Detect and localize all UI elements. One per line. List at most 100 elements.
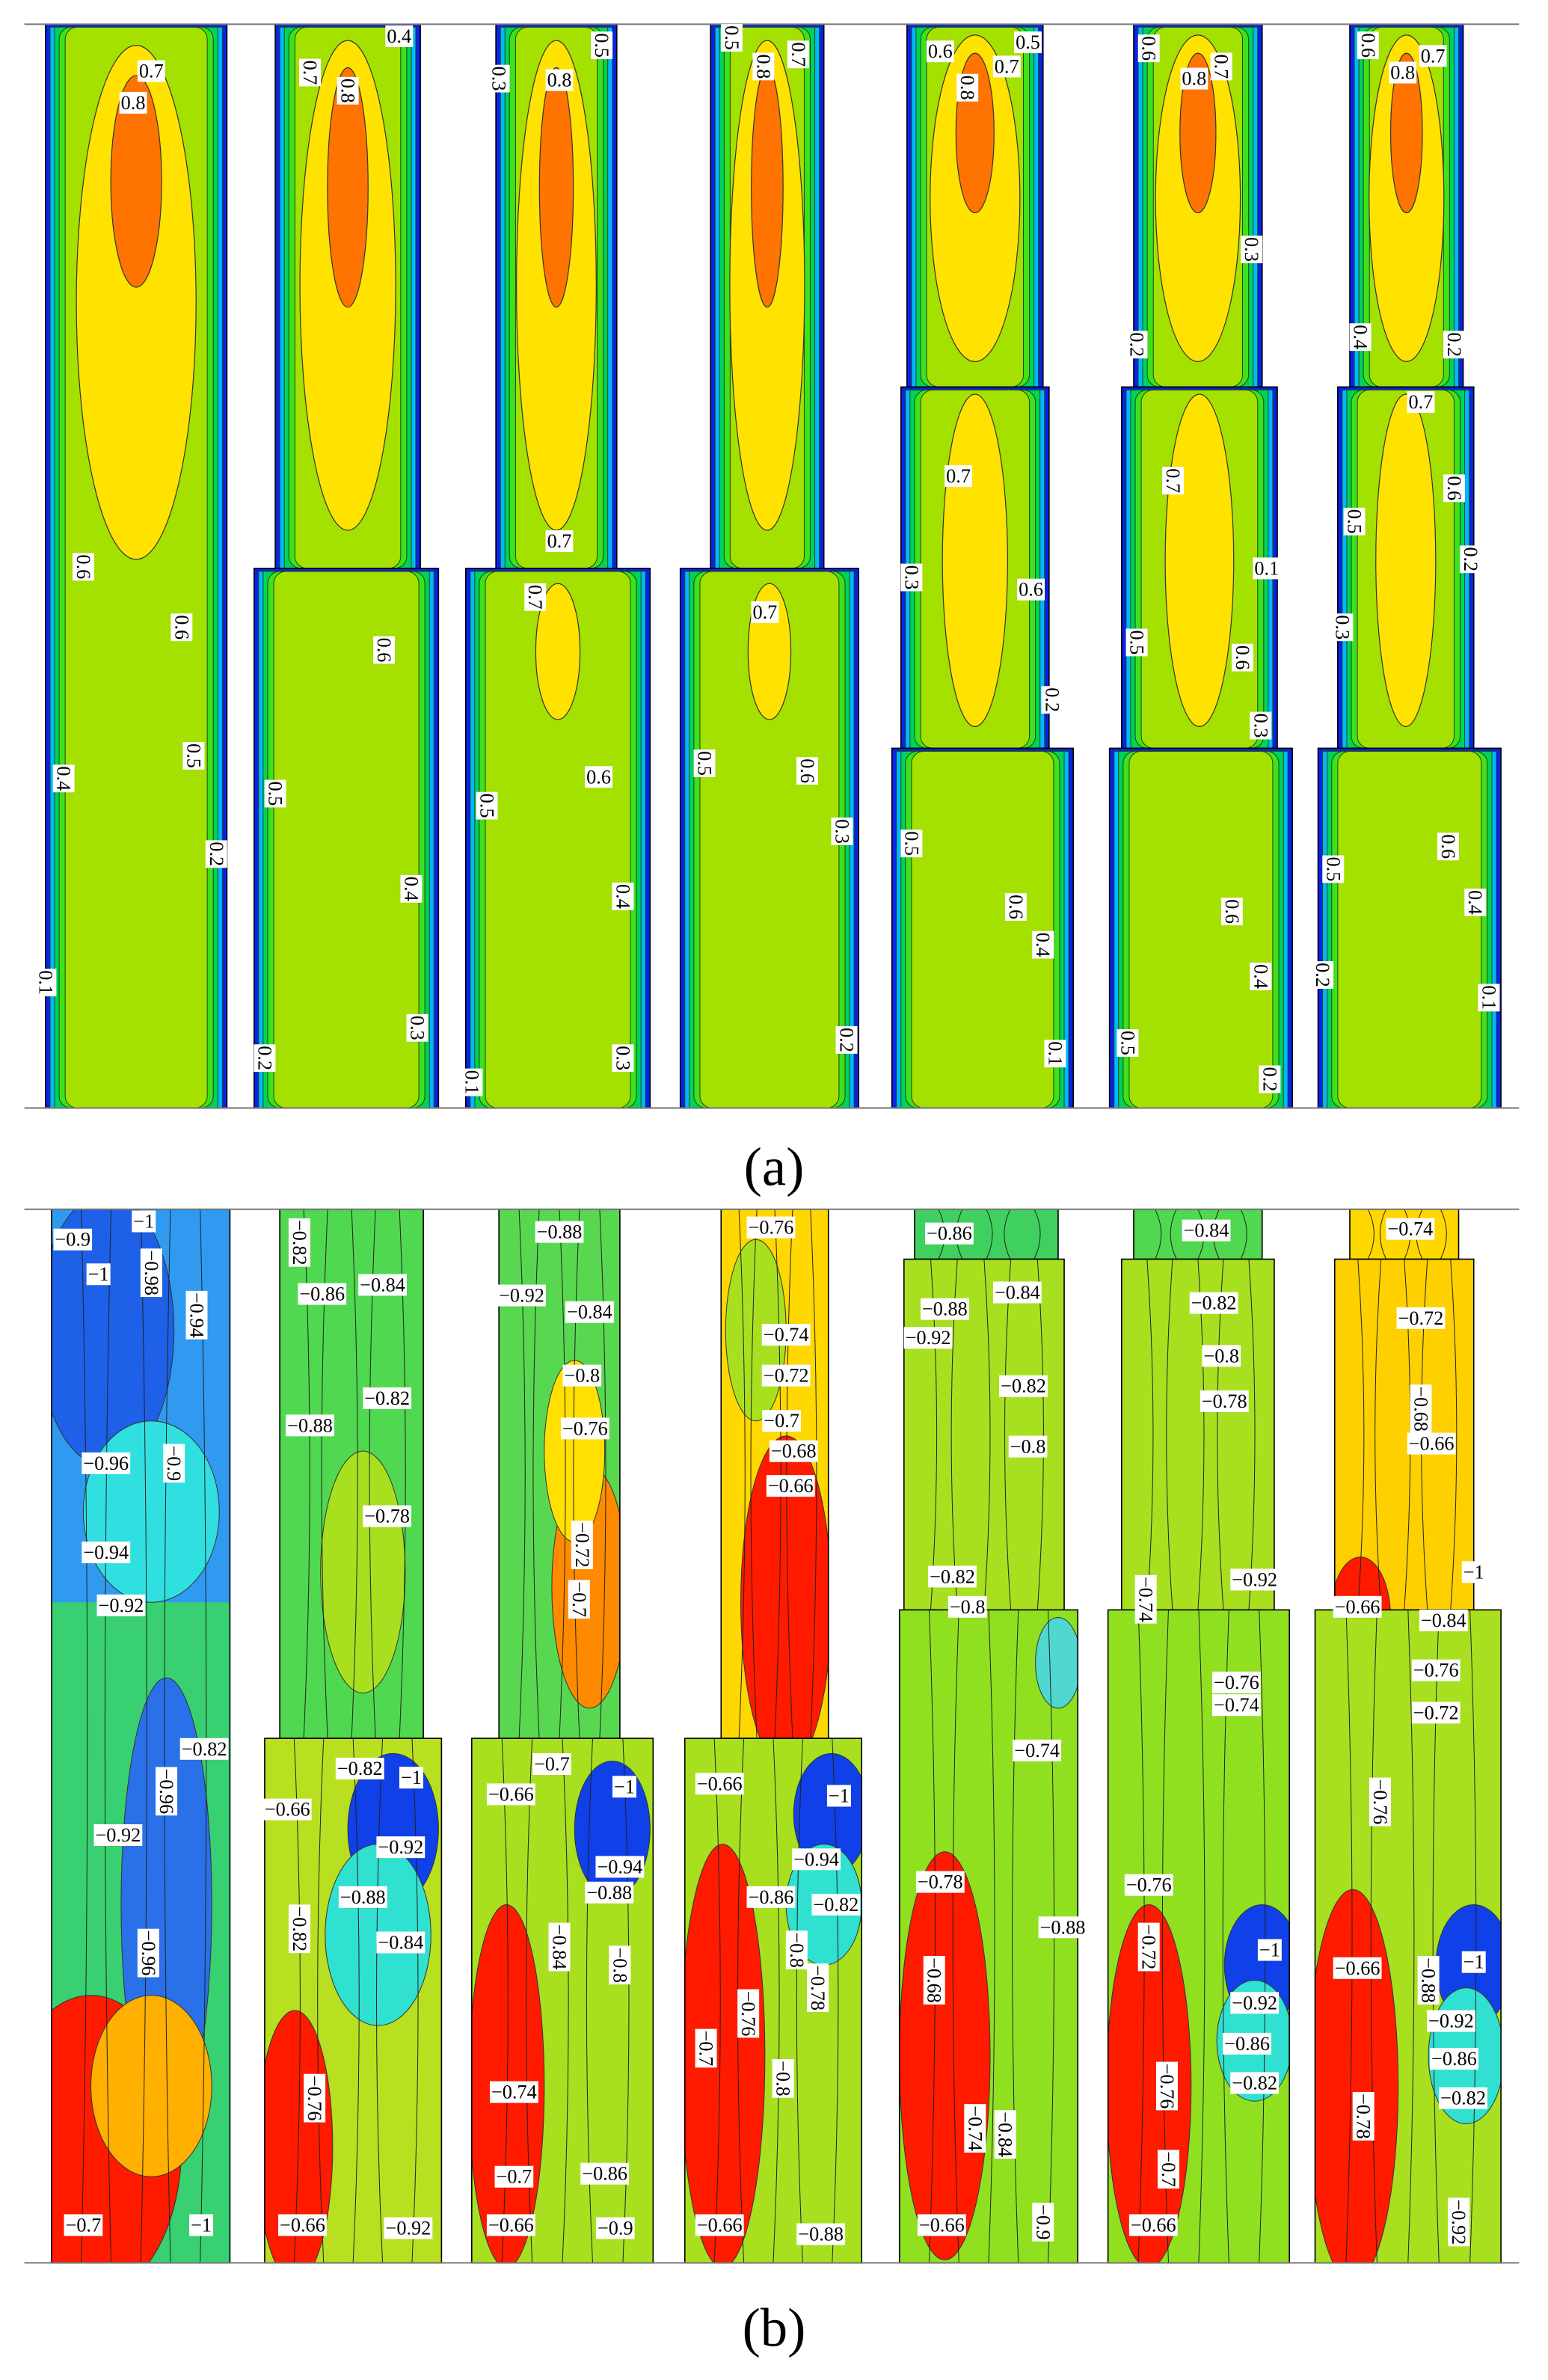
contour-label: 0.7: [1162, 467, 1185, 495]
contour-band: [740, 1435, 829, 1739]
contour-line: [518, 1209, 526, 1739]
label-background: [900, 563, 923, 592]
contour-label-text: 0.5: [1344, 509, 1366, 534]
contour-segment: [471, 1738, 654, 2263]
contour-label-text: 0.6: [1232, 645, 1253, 670]
contour-label: −0.7: [568, 1580, 590, 1619]
contour-label: −1: [399, 1767, 423, 1789]
label-background: [903, 1327, 953, 1349]
label-background: [363, 1505, 412, 1527]
contour-label-text: −0.72: [764, 1365, 809, 1387]
contour-line: [317, 1738, 325, 2263]
label-background: [278, 2214, 327, 2236]
contour-label: −0.84: [565, 1301, 614, 1323]
contour-label-text: 0.5: [182, 743, 204, 768]
contour-label-text: 0.7: [787, 42, 809, 67]
contour-label: 0.8: [119, 91, 147, 114]
contour-label: −0.76: [1212, 1671, 1261, 1693]
contour-label-text: −0.66: [488, 1783, 534, 1805]
contour-label-text: 0.7: [547, 530, 572, 552]
contour-label: 0.1: [461, 1068, 483, 1097]
contour-line: [501, 1738, 509, 2263]
contour-label: −0.8: [1202, 1345, 1241, 1367]
contour-segment: [1121, 1259, 1274, 1610]
contour-label: 0.3: [488, 64, 510, 93]
label-background: [787, 40, 809, 69]
label-background: [53, 1228, 93, 1251]
contour-label-text: −0.66: [280, 2214, 325, 2236]
contour-label-text: −1: [614, 1776, 635, 1797]
contour-label: 0.4: [1464, 889, 1486, 916]
label-background: [1430, 2048, 1478, 2070]
contour-line: [786, 1209, 793, 1739]
contour-label-text: 0.4: [387, 25, 411, 47]
contour-label: −1: [86, 1263, 111, 1286]
contour-label-text: −0.66: [1131, 2214, 1176, 2236]
contour-label: −0.8: [947, 1595, 987, 1618]
contour-label: −0.92: [384, 2217, 433, 2239]
contour-label: 0.5: [182, 742, 205, 770]
contour-line: [1146, 1259, 1154, 1610]
contour-line: [1375, 1259, 1382, 1610]
contour-label: 0.7: [751, 601, 779, 624]
contour-label-text: 0.6: [1357, 33, 1379, 58]
label-background: [288, 1904, 310, 1954]
contour-label-text: 0.2: [206, 841, 227, 866]
contour-label: 0.6: [926, 40, 954, 63]
contour-line: [1155, 1209, 1162, 1260]
contour-label-text: −0.8: [1203, 1345, 1239, 1367]
contour-label-text: 0.4: [1032, 933, 1054, 957]
contour-label-text: −0.94: [793, 1848, 839, 1870]
contour-label: 0.3: [831, 818, 853, 845]
contour-label-text: −0.66: [488, 2214, 534, 2236]
contour-line: [1440, 1209, 1447, 1260]
label-background: [262, 1798, 312, 1821]
label-background: [1386, 1218, 1435, 1240]
contour-label: 0.1: [1253, 557, 1281, 580]
label-background: [264, 779, 286, 808]
contour-label: 0.4: [385, 25, 414, 48]
contour-label-text: 0.1: [461, 1070, 482, 1095]
contour-label-text: 0.5: [1117, 1031, 1138, 1055]
contour-label: −0.78: [1200, 1390, 1249, 1412]
contour-label-text: −0.94: [185, 1292, 207, 1338]
contour-label-text: −0.88: [287, 1414, 333, 1436]
contour-label: 0.7: [524, 583, 547, 611]
contour-label-text: −0.78: [364, 1506, 410, 1527]
contour-label-text: −1: [191, 2214, 212, 2236]
contour-label-text: −0.82: [289, 1220, 310, 1266]
contour-label: 0.6: [1437, 832, 1459, 861]
label-background: [524, 583, 547, 611]
contour-label-text: −0.7: [1158, 2151, 1179, 2187]
label-background: [171, 613, 193, 642]
contour-label-text: 0.6: [171, 615, 192, 640]
contour-label: −0.76: [1124, 1874, 1173, 1896]
label-background: [461, 1068, 483, 1097]
contour-label-text: −0.92: [1448, 2199, 1469, 2245]
label-background: [612, 1776, 636, 1798]
contour-label: 0.2: [1125, 331, 1148, 359]
contour-band: [751, 67, 784, 308]
contour-label-text: −0.92: [906, 1327, 951, 1349]
label-background: [1343, 507, 1366, 536]
contour-line: [1004, 1259, 1012, 1610]
contour-label-text: −0.82: [1191, 1292, 1237, 1314]
contour-label-text: −0.84: [378, 1931, 423, 1953]
contour-label-text: −0.8: [773, 2061, 794, 2097]
label-background: [1259, 1065, 1281, 1094]
contour-line: [1380, 1209, 1386, 1260]
contour-label-text: 0.3: [1250, 714, 1271, 738]
label-background: [545, 530, 574, 553]
contour-label: −0.94: [185, 1290, 207, 1340]
contour-label: 0.4: [1350, 323, 1372, 352]
label-background: [796, 2223, 846, 2245]
label-background: [399, 1767, 423, 1789]
contour-label: 0.7: [299, 58, 321, 87]
contour-band: [320, 1450, 406, 1694]
contour-line: [1357, 1259, 1365, 1610]
label-background: [1461, 1561, 1486, 1583]
contour-label: 0.7: [945, 465, 973, 488]
contour-label-text: −0.7: [66, 2214, 102, 2236]
contour-label-text: −0.88: [922, 1298, 968, 1320]
contour-segment: [51, 1209, 230, 2263]
